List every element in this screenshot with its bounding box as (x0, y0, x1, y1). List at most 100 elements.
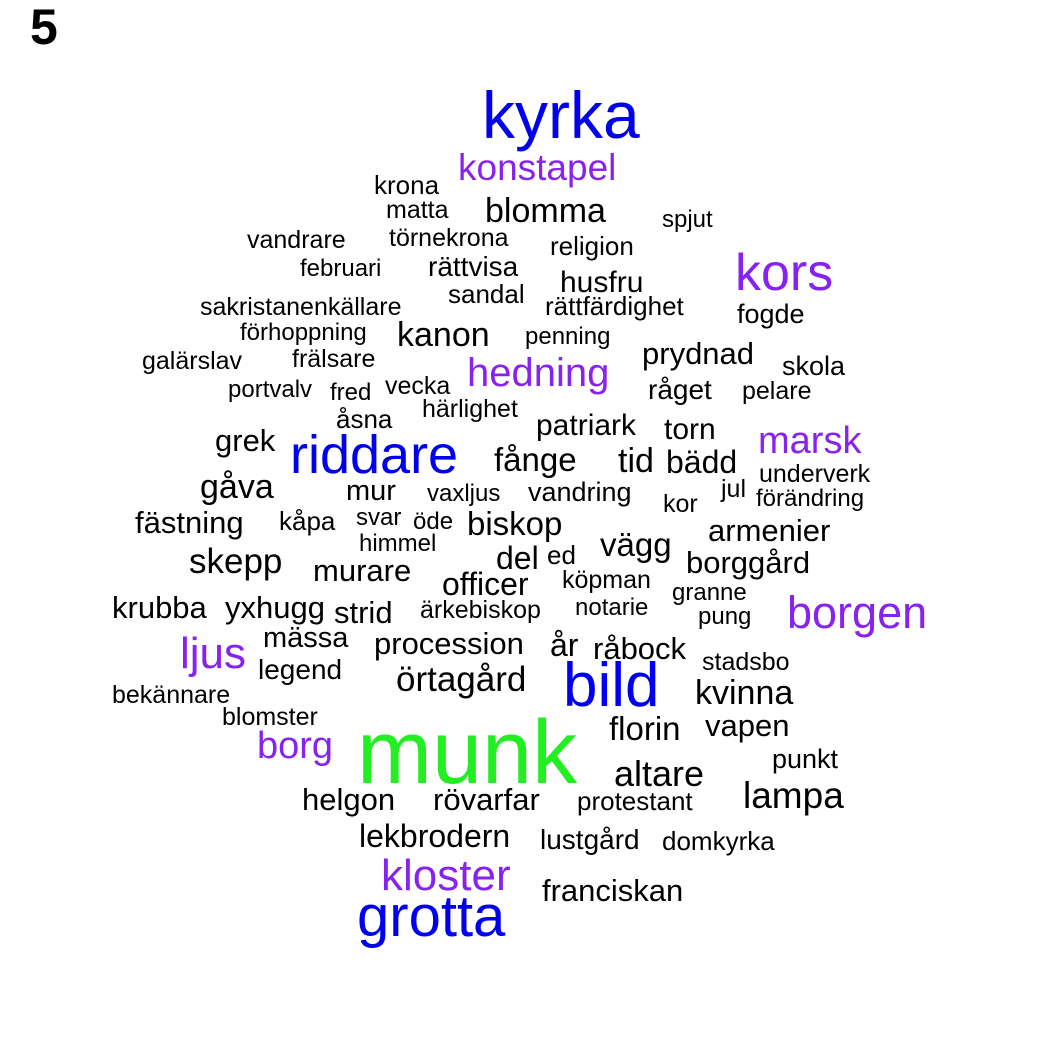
word-17: vandrare (247, 226, 346, 254)
word-20: februari (300, 255, 382, 282)
word-66: borggård (686, 545, 811, 580)
word-94: protestant (577, 786, 693, 816)
word-38: pelare (742, 377, 812, 405)
word-32: frälsare (292, 345, 376, 373)
word-81: legend (258, 654, 343, 685)
word-10: ljus (180, 629, 247, 678)
word-27: förhoppning (240, 319, 367, 346)
word-13: krona (374, 170, 440, 200)
word-29: penning (525, 323, 611, 350)
word-37: råget (648, 374, 712, 405)
word-98: franciskan (542, 873, 684, 908)
word-97: domkyrka (662, 826, 775, 856)
word-77: mässa (263, 622, 349, 654)
word-5: konstapel (458, 147, 617, 188)
word-43: grek (215, 423, 276, 458)
word-51: vandring (528, 477, 632, 507)
panel-label: 5 (30, 0, 58, 55)
word-72: yxhugg (225, 590, 325, 625)
word-30: prydnad (642, 336, 755, 371)
word-34: portvalv (228, 376, 313, 403)
word-89: punkt (772, 744, 839, 774)
word-93: rövarfar (433, 782, 540, 817)
word-22: husfru (560, 266, 644, 299)
word-41: patriark (536, 409, 637, 442)
word-95: lekbrodern (359, 818, 511, 854)
word-67: murare (313, 553, 412, 588)
word-11: borg (257, 725, 334, 767)
word-14: matta (386, 196, 449, 224)
word-58: öde (413, 508, 454, 535)
word-54: kor (663, 490, 698, 518)
word-85: bekännare (112, 681, 231, 709)
word-52: jul (721, 475, 747, 503)
word-7: hedning (467, 351, 610, 395)
word-76: pung (698, 603, 752, 630)
word-35: fred (330, 379, 372, 406)
word-8: marsk (758, 420, 862, 462)
word-24: sakristanenkällare (200, 293, 402, 321)
word-44: fånge (494, 441, 577, 478)
word-25: rättfärdighet (545, 291, 684, 321)
word-68: officer (442, 566, 529, 602)
word-18: törnekrona (389, 224, 509, 252)
word-91: lampa (743, 775, 844, 816)
word-84: kvinna (695, 674, 794, 712)
word-0: munk (357, 703, 578, 803)
word-55: fästning (135, 505, 244, 540)
word-57: svar (356, 504, 402, 531)
word-46: bädd (666, 444, 738, 480)
word-88: vapen (705, 708, 790, 743)
word-83: örtagård (396, 660, 527, 699)
word-2: riddare (290, 425, 459, 485)
word-82: stadsbo (702, 648, 790, 676)
word-1: kyrka (482, 78, 640, 152)
word-31: galärslav (142, 347, 243, 375)
word-49: mur (346, 475, 396, 507)
word-12: kloster (381, 851, 511, 900)
word-78: procession (374, 626, 524, 661)
word-73: strid (334, 595, 393, 630)
word-9: borgen (787, 587, 928, 638)
word-39: åsna (336, 404, 393, 434)
word-6: kors (735, 244, 834, 302)
word-19: religion (550, 231, 634, 261)
word-70: granne (672, 579, 747, 606)
word-86: blomster (222, 703, 318, 731)
word-36: vecka (385, 372, 451, 400)
word-21: rättvisa (428, 251, 519, 282)
word-47: underverk (759, 460, 871, 488)
word-48: gåva (200, 468, 274, 506)
word-45: tid (618, 442, 654, 480)
word-62: skepp (189, 542, 283, 581)
word-96: lustgård (540, 824, 640, 855)
word-90: altare (614, 753, 705, 794)
word-61: himmel (359, 530, 437, 557)
word-4: grotta (357, 884, 506, 949)
word-59: biskop (467, 505, 563, 542)
word-65: vägg (600, 526, 672, 563)
word-74: ärkebiskop (420, 596, 541, 624)
word-33: skola (782, 351, 846, 381)
word-42: torn (664, 413, 716, 446)
word-87: florin (609, 710, 681, 747)
word-60: armenier (708, 513, 831, 548)
word-56: kåpa (279, 506, 336, 536)
word-69: köpman (562, 566, 651, 594)
word-28: kanon (397, 316, 490, 354)
word-26: fogde (737, 299, 805, 329)
word-64: ed (547, 540, 576, 570)
word-92: helgon (302, 782, 396, 817)
word-23: sandal (448, 279, 525, 309)
word-75: notarie (575, 594, 649, 621)
word-3: bild (563, 651, 660, 720)
word-53: förändring (756, 485, 865, 512)
word-80: råbock (593, 631, 687, 666)
word-63: del (496, 540, 539, 576)
word-79: år (550, 627, 579, 663)
word-71: krubba (112, 590, 207, 625)
word-50: vaxljus (427, 480, 501, 507)
word-16: spjut (662, 206, 713, 233)
word-15: blomma (485, 192, 606, 230)
